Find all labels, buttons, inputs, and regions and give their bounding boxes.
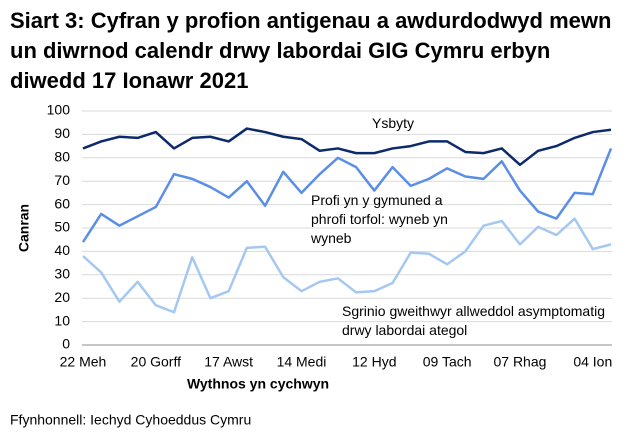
y-tick-label: 80 — [54, 149, 70, 165]
x-tick-label: 04 Ion — [573, 354, 612, 370]
series-line — [82, 127, 612, 167]
chart-title: Siart 3: Cyfran y profion antigenau a aw… — [10, 8, 612, 93]
x-axis-title: Wythnos yn cychwyn — [187, 376, 329, 392]
x-tick-label: 22 Meh — [60, 354, 107, 370]
y-tick-label: 70 — [54, 172, 70, 188]
y-tick-label: 40 — [54, 242, 70, 258]
source: Ffynhonnell: Iechyd Cyhoeddus Cymru — [10, 412, 251, 428]
y-tick-label: 30 — [54, 266, 70, 282]
x-tick-label: 09 Tach — [423, 354, 472, 370]
y-tick-label: 10 — [54, 312, 70, 328]
series-label: Sgrinio gweithwyr allweddol asymptomatig… — [342, 303, 606, 338]
series-line — [82, 217, 612, 314]
x-tick-label: 14 Medi — [277, 354, 327, 370]
x-tick-label: 12 Hyd — [352, 354, 396, 370]
series-label: Ysbyty — [372, 115, 415, 131]
y-tick-label: 20 — [54, 289, 70, 305]
y-tick-label: 100 — [47, 102, 71, 118]
y-tick-label: 50 — [54, 219, 70, 235]
x-tick-label: 17 Awst — [204, 354, 253, 370]
y-tick-label: 60 — [54, 195, 70, 211]
y-axis-title: Canran — [16, 204, 32, 252]
series-line — [81, 147, 613, 243]
y-tick-label: 90 — [54, 125, 70, 141]
y-tick-label: 0 — [62, 336, 70, 352]
x-tick-label: 07 Rhag — [493, 354, 546, 370]
x-tick-label: 20 Gorff — [131, 354, 181, 370]
series-label: Profi yn y gymuned a phrofi torfol: wyne… — [311, 192, 448, 246]
